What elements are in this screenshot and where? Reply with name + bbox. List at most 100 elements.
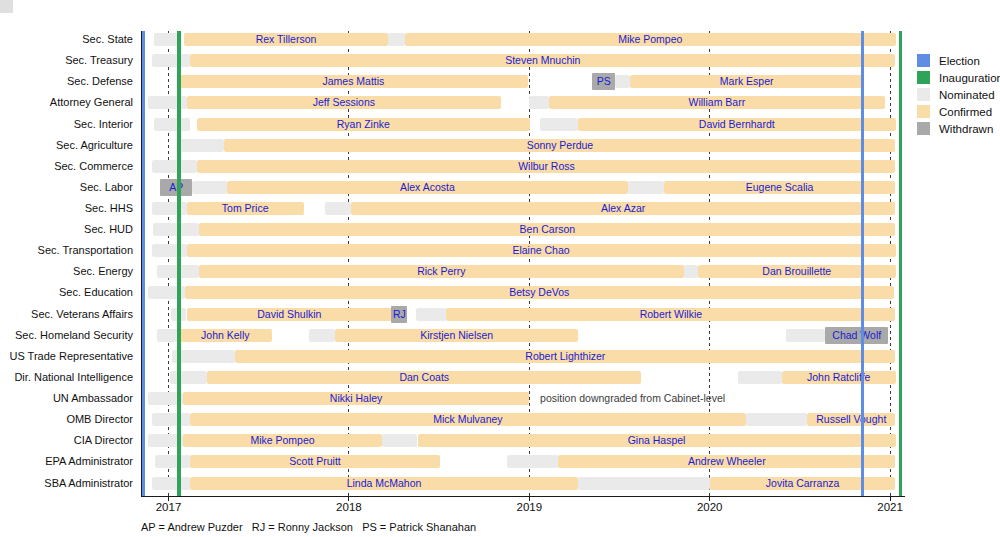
officeholder-name: Alex Azar [351,202,896,215]
segment-confirmed: Steven Mnuchin [190,54,895,67]
segment-confirmed: Andrew Wheeler [558,455,895,468]
officeholder-name: Tom Price [187,202,304,215]
officeholder-name: William Barr [549,96,885,109]
segment-confirmed: Linda McMahon [190,477,578,490]
segment-confirmed: David Bernhardt [578,118,896,131]
row-label: Sec. Treasury [0,53,133,68]
segment-withdrawn: PS [592,73,615,90]
x-axis-spine [141,496,905,497]
segment-confirmed: Tom Price [187,202,304,215]
officeholder-name: Rick Perry [199,265,683,278]
officeholder-name: Mark Esper [630,75,863,88]
segment-confirmed: Betsy DeVos [185,286,894,299]
year-gridline [890,31,891,496]
segment-nominated [578,477,710,490]
officeholder-name: Betsy DeVos [185,286,894,299]
legend-swatch-inauguration [917,71,930,84]
officeholder-name: Andrew Wheeler [558,455,895,468]
row-label: UN Ambassador [0,391,133,406]
row-label: Sec. Defense [0,74,133,89]
officeholder-name: Linda McMahon [190,477,578,490]
officeholder-name: Jeff Sessions [187,96,502,109]
segment-nominated [152,477,190,490]
axis-tick-label: 2021 [877,501,903,513]
row-label: Sec. HUD [0,222,133,237]
segment-confirmed: Dan Brouillette [698,265,896,278]
segment-nominated [155,455,190,468]
legend-label: Confirmed [939,106,992,118]
officeholder-name: Ben Carson [199,223,895,236]
officeholder-name: Steven Mnuchin [190,54,895,67]
segment-nominated [152,244,186,257]
row-label: US Trade Representative [0,349,133,364]
officeholder-name: Ryan Zinke [197,118,531,131]
segment-confirmed: Alex Acosta [227,181,628,194]
segment-confirmed: James Mattis [178,75,528,88]
legend-label: Withdrawn [939,123,993,135]
segment-confirmed: Dan Coats [207,371,641,384]
segment-confirmed: Alex Azar [351,202,896,215]
segment-withdrawn: RJ [391,306,407,323]
segment-nominated [192,181,227,194]
row-label: EPA Administrator [0,454,133,469]
inauguration-line [177,31,181,496]
legend-label: Election [939,55,980,67]
legend-item-nominated: Nominated [917,86,1000,103]
segment-confirmed: William Barr [549,96,885,109]
row-label: OMB Director [0,412,133,427]
legend-swatch-confirmed [917,105,930,118]
segment-confirmed: Wilbur Ross [197,160,895,173]
cabinet-confirmation-timeline-chart: Sec. StateRex TillersonMike PompeoSec. T… [0,0,1000,537]
segment-confirmed: Jeff Sessions [187,96,502,109]
row-label: SBA Administrator [0,476,133,491]
officeholder-name: Robert Wilkie [446,308,895,321]
officeholder-name: Alex Acosta [227,181,628,194]
segment-confirmed: Gina Haspel [418,434,896,447]
segment-confirmed: Rick Perry [199,265,683,278]
officeholder-name: Russell Vought [807,413,895,426]
axis-tick [168,497,169,501]
footnote-abbreviations: AP = Andrew Puzder RJ = Ronny Jackson PS… [141,521,476,533]
axis-tick [529,497,530,501]
segment-nominated [615,75,630,88]
segment-nominated [382,434,417,447]
row-label: Dir. National Intelligence [0,370,133,385]
segment-confirmed: Mark Esper [630,75,863,88]
row-label: Attorney General [0,95,133,110]
segment-nominated [153,223,199,236]
segment-confirmed: Russell Vought [807,413,895,426]
legend-swatch-withdrawn [917,122,930,135]
segment-nominated [152,160,197,173]
segment-nominated [152,202,186,215]
segment-nominated [172,350,235,363]
segment-nominated [152,413,190,426]
segment-nominated [529,96,549,109]
axis-tick-label: 2017 [156,501,182,513]
officeholder-name: PS [592,73,615,90]
plot-area: Sec. StateRex TillersonMike PompeoSec. T… [0,0,1000,537]
axis-tick-label: 2018 [336,501,362,513]
officeholder-name: Mike Pompeo [405,33,896,46]
segment-confirmed: Mike Pompeo [183,434,382,447]
segment-nominated [786,329,826,342]
officeholder-name: Rex Tillerson [184,33,388,46]
row-label: Sec. Agriculture [0,138,133,153]
segment-confirmed: Mike Pompeo [405,33,896,46]
axis-tick [709,497,710,501]
segment-nominated [154,33,179,46]
segment-withdrawn: Chad Wolf [825,327,888,344]
legend-item-confirmed: Confirmed [917,103,1000,120]
legend-label: Nominated [939,89,995,101]
row-label: Sec. HHS [0,201,133,216]
segment-confirmed: Kirstjen Nielsen [335,329,578,342]
inauguration-line [899,31,903,496]
segment-nominated [325,202,351,215]
legend-item-withdrawn: Withdrawn [917,120,1000,137]
row-label: Sec. Labor [0,180,133,195]
segment-confirmed: Rex Tillerson [184,33,388,46]
officeholder-name: Robert Lighthizer [235,350,895,363]
segment-nominated [507,455,558,468]
segment-confirmed: Ben Carson [199,223,895,236]
row-label: Sec. Transportation [0,243,133,258]
officeholder-name: Sonny Perdue [224,139,895,152]
